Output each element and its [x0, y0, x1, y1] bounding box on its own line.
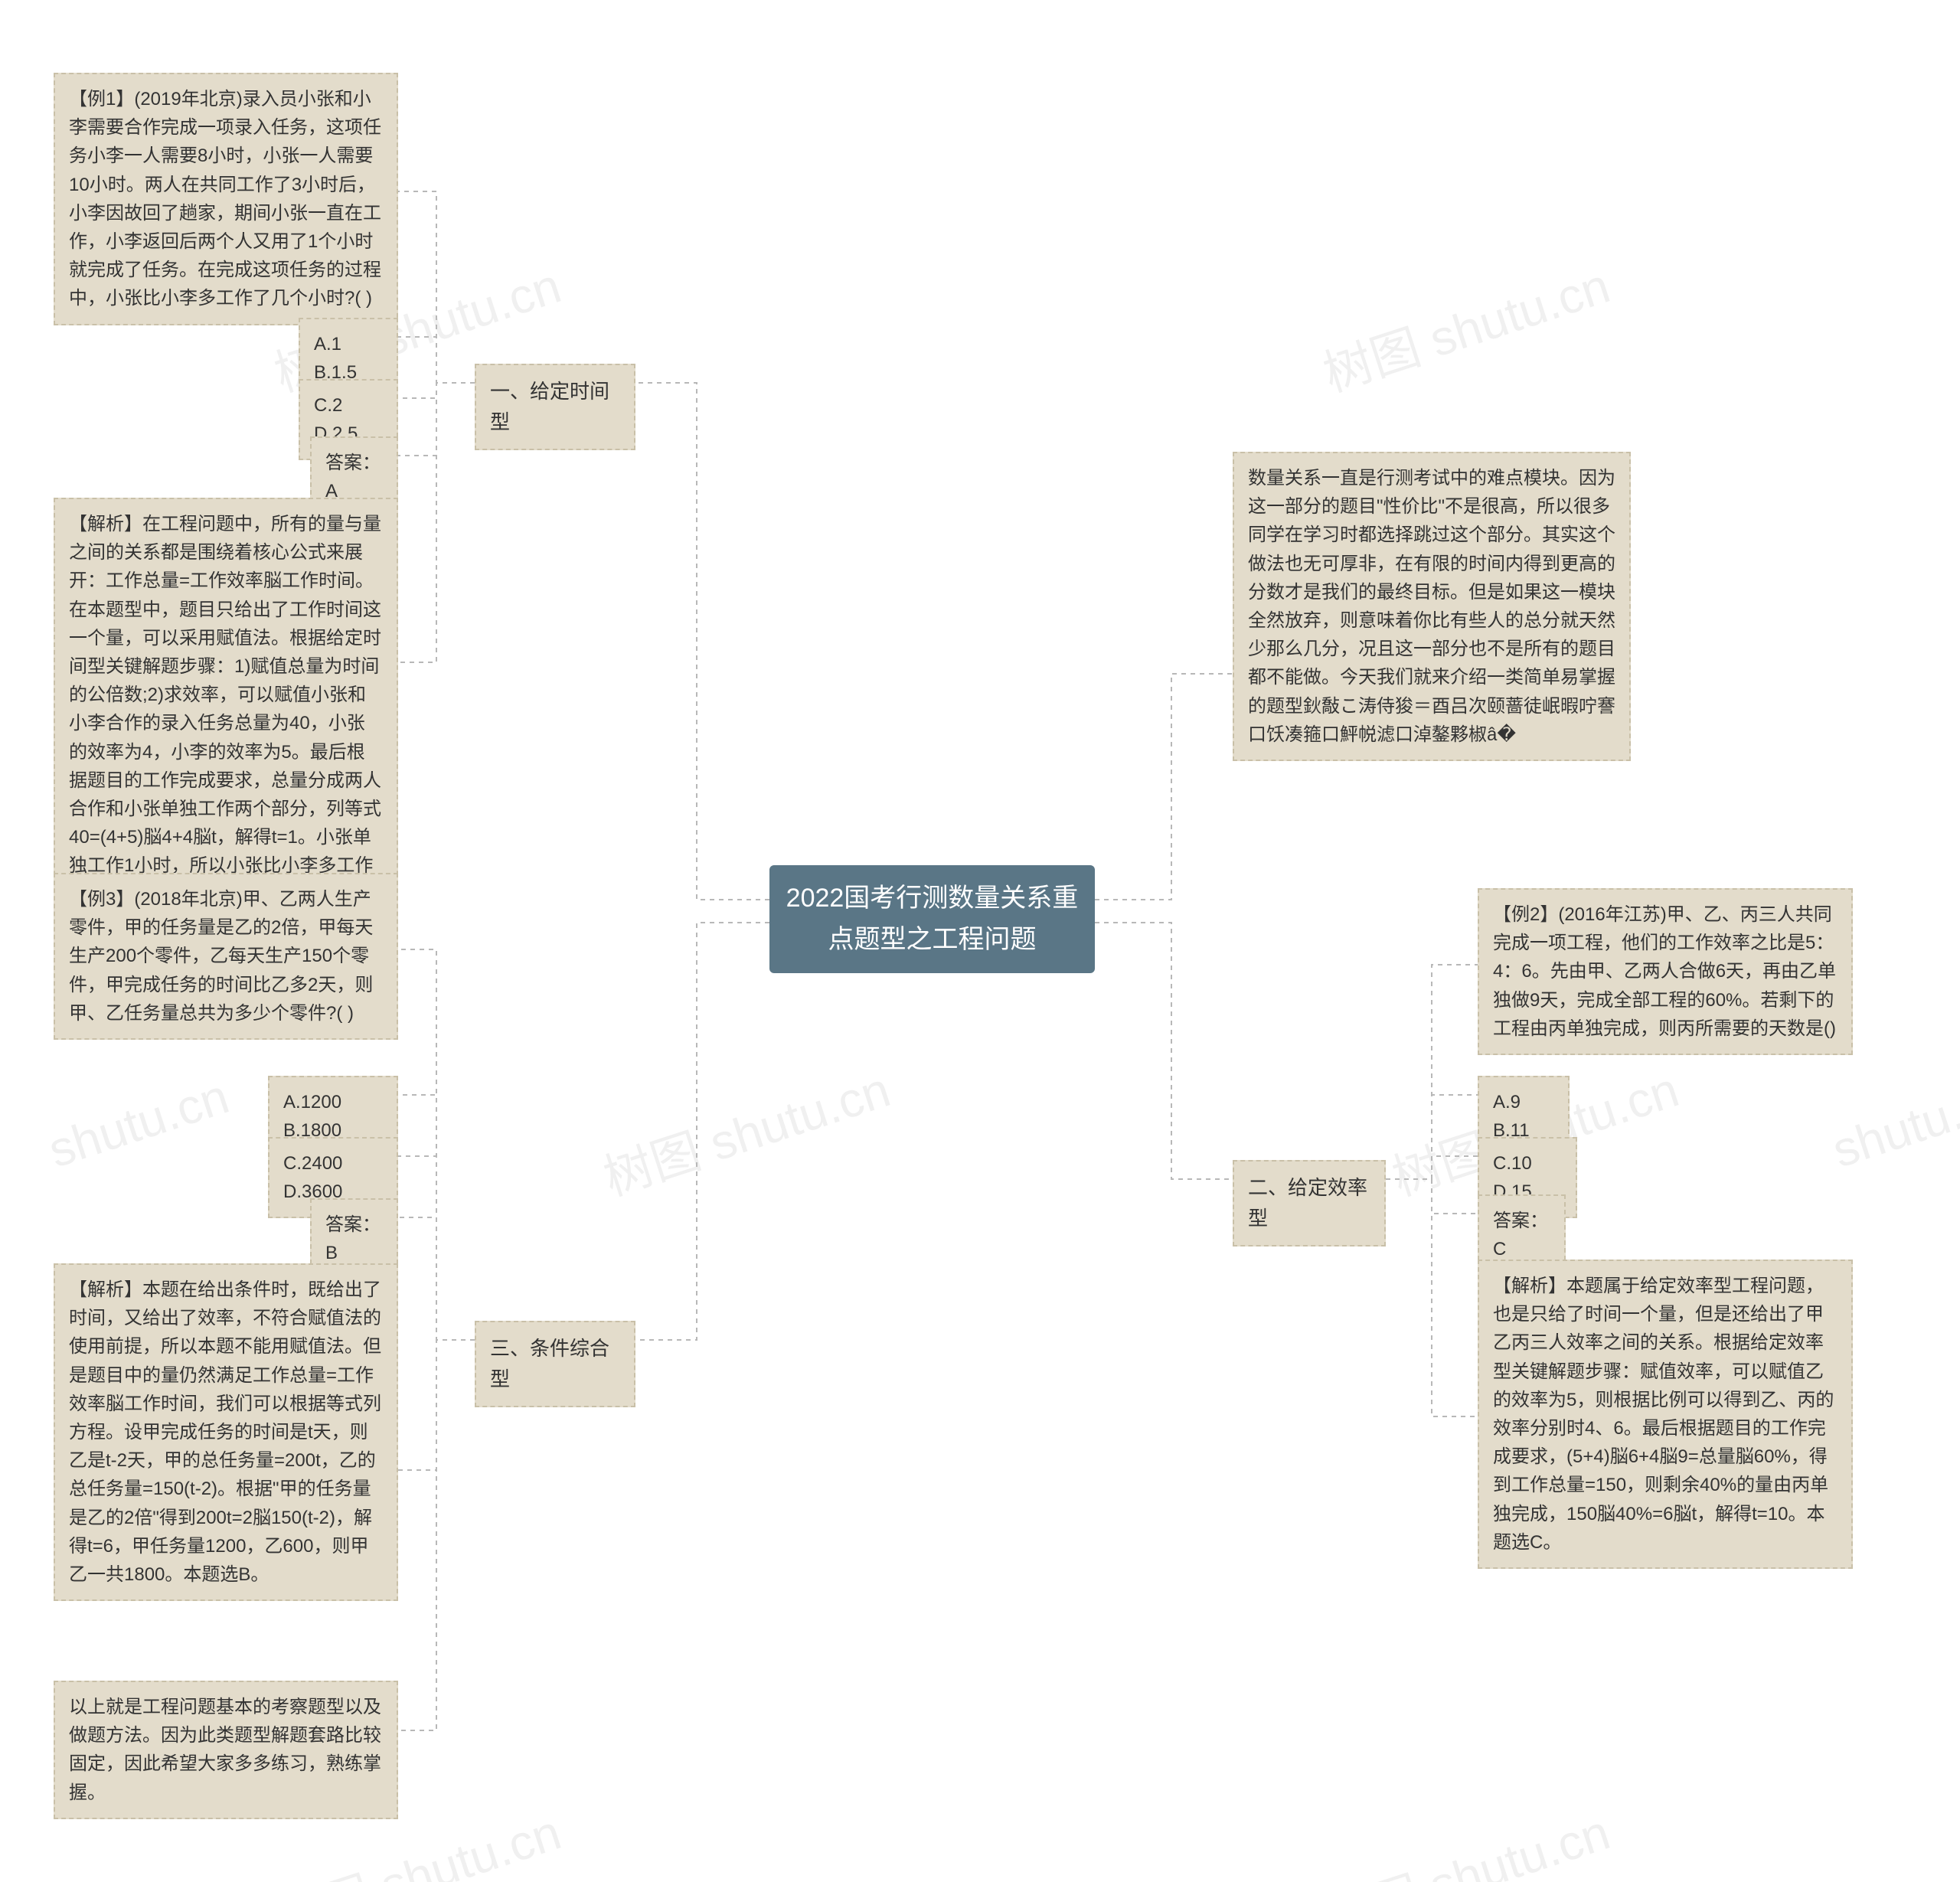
branch-1-analysis: 【解析】在工程问题中，所有的量与量之间的关系都是围绕着核心公式来展开：工作总量=… — [54, 498, 398, 921]
branch-2-example: 【例2】(2016年江苏)甲、乙、丙三人共同完成一项工程，他们的工作效率之比是5… — [1478, 888, 1853, 1055]
center-title-2: 点题型之工程问题 — [828, 925, 1037, 954]
watermark: 树图 shutu.cn — [1313, 1793, 1617, 1882]
branch-3-analysis: 【解析】本题在给出条件时，既给出了时间，又给出了效率，不符合赋值法的使用前提，所… — [54, 1263, 398, 1601]
watermark: shutu.cn — [1825, 1067, 1960, 1178]
center-node: 2022国考行测数量关系重 点题型之工程问题 — [769, 865, 1095, 973]
intro-node: 数量关系一直是行测考试中的难点模块。因为这一部分的题目"性价比"不是很高，所以很… — [1233, 452, 1631, 761]
watermark: 树图 shutu.cn — [1313, 247, 1617, 405]
branch-1-example: 【例1】(2019年北京)录入员小张和小李需要合作完成一项录入任务，这项任务小李… — [54, 73, 398, 325]
branch-1: 一、给定时间型 — [475, 364, 635, 450]
watermark: 树图 shutu.cn — [593, 1050, 897, 1209]
branch-3-example: 【例3】(2018年北京)甲、乙两人生产零件，甲的任务量是乙的2倍，甲每天生产2… — [54, 873, 398, 1040]
branch-3: 三、条件综合型 — [475, 1321, 635, 1407]
branch-2-analysis: 【解析】本题属于给定效率型工程问题，也是只给了时间一个量，但是还给出了甲乙丙三人… — [1478, 1260, 1853, 1569]
branch-3-summary: 以上就是工程问题基本的考察题型以及做题方法。因为此类题型解题套路比较固定，因此希… — [54, 1681, 398, 1819]
center-title-1: 2022国考行测数量关系重 — [786, 884, 1079, 913]
branch-2: 二、给定效率型 — [1233, 1160, 1386, 1246]
watermark: shutu.cn — [41, 1067, 235, 1178]
